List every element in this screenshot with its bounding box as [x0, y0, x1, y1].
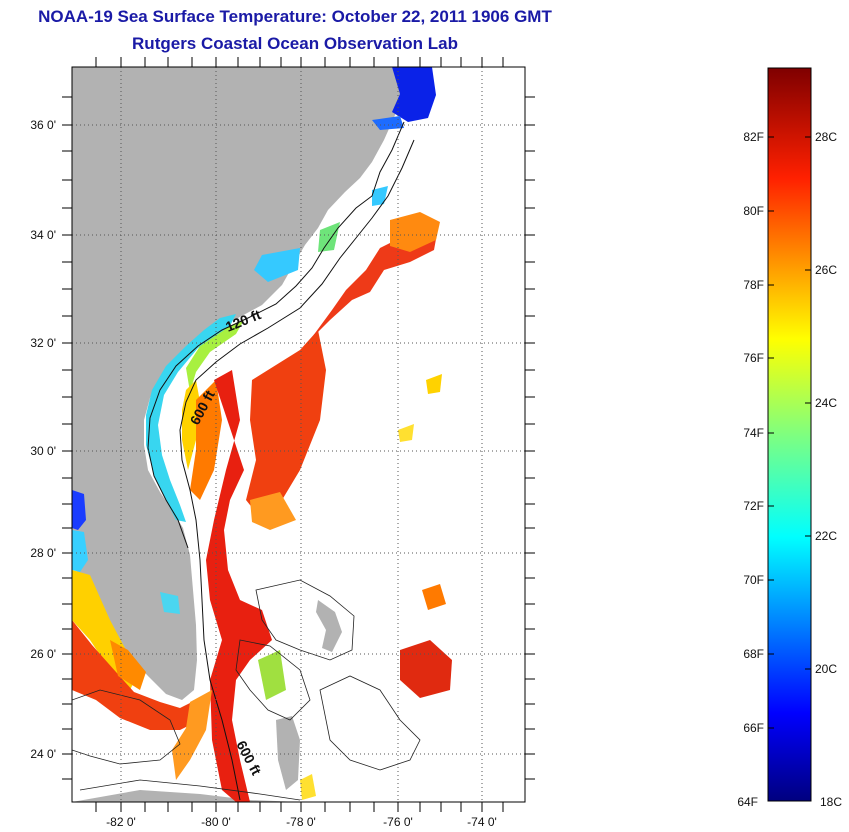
cbar-f-70: 70F: [743, 573, 764, 587]
cbar-f-68: 68F: [743, 647, 764, 661]
lon-label-80: -80 0': [201, 815, 231, 829]
cbar-c-28: 28C: [815, 130, 837, 144]
lat-label-36: 36 0': [30, 118, 56, 132]
lon-label-82: -82 0': [106, 815, 136, 829]
lat-label-30: 30 0': [30, 444, 56, 458]
cbar-f-72: 72F: [743, 499, 764, 513]
land-mainland: [72, 67, 402, 700]
cbar-f-76: 76F: [743, 351, 764, 365]
lat-label-26: 26 0': [30, 647, 56, 661]
colorbar-ticks: [768, 136, 811, 729]
lon-label-74: -74 0': [467, 815, 497, 829]
lat-label-24: 24 0': [30, 747, 56, 761]
cbar-f-74: 74F: [743, 426, 764, 440]
lat-label-28: 28 0': [30, 546, 56, 560]
bathymetry-contours: [147, 121, 415, 801]
cbar-c-22: 22C: [815, 529, 837, 543]
land-bahamas-abaco: [316, 600, 342, 652]
map-frame-ticks: [62, 57, 535, 812]
lat-label-32: 32 0': [30, 336, 56, 350]
cbar-f-78: 78F: [743, 278, 764, 292]
map-panel: 120 ft 600 ft 600 ft: [72, 67, 525, 802]
cbar-c-24: 24C: [815, 396, 837, 410]
cbar-f-82: 82F: [743, 130, 764, 144]
cbar-c-26: 26C: [815, 263, 837, 277]
cbar-f-64: 64F: [737, 795, 758, 809]
land-bahamas-andros: [276, 716, 300, 790]
cbar-c-18: 18C: [820, 795, 842, 809]
map-title: NOAA-19 Sea Surface Temperature: October…: [38, 7, 552, 26]
lon-label-78: -78 0': [286, 815, 316, 829]
lon-label-76: -76 0': [383, 815, 413, 829]
graticule: [72, 67, 525, 802]
island-contours: [72, 579, 421, 801]
cbar-f-66: 66F: [743, 721, 764, 735]
lat-label-34: 34 0': [30, 228, 56, 242]
cbar-c-20: 20C: [815, 662, 837, 676]
land-cuba: [72, 790, 300, 802]
map-subtitle: Rutgers Coastal Ocean Observation Lab: [132, 34, 458, 53]
colorbar: [767, 67, 812, 802]
cbar-f-80: 80F: [743, 204, 764, 218]
map-frame: [71, 66, 526, 803]
sst-patches: [72, 67, 452, 802]
